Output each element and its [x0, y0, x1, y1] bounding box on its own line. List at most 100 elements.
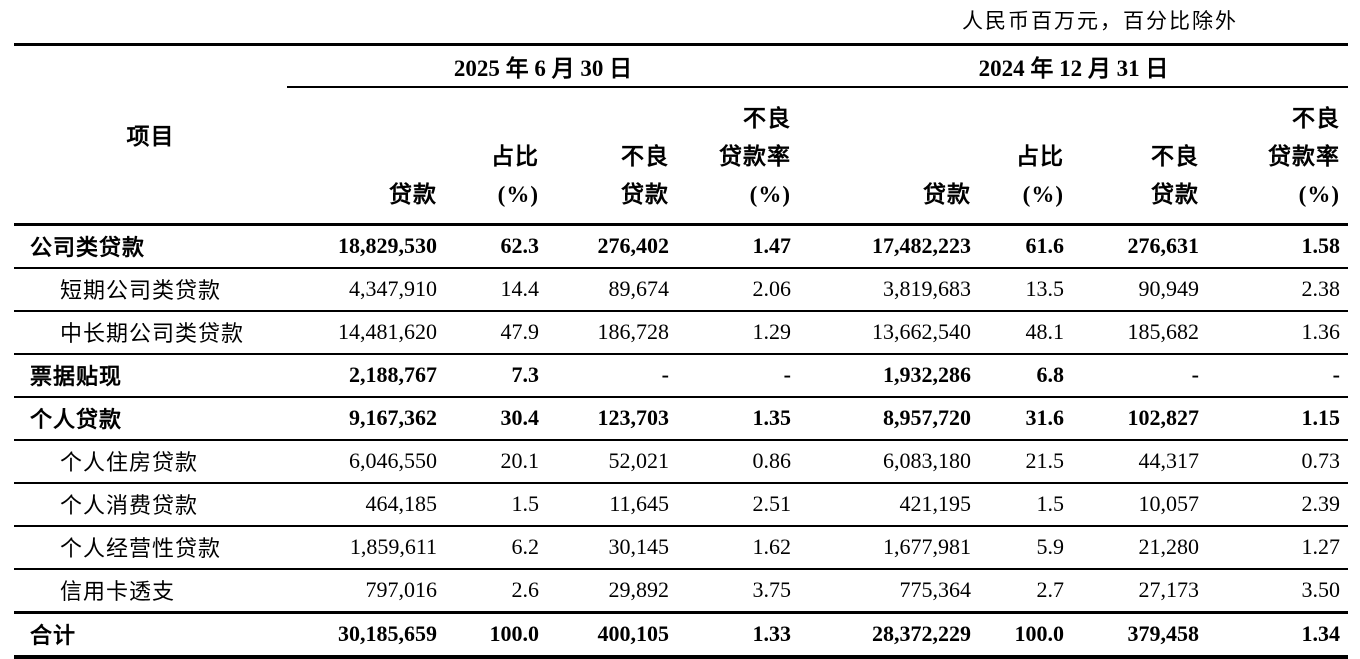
column-header-loans-2024: 贷款 — [799, 86, 979, 226]
column-group-2024-12-31: 2024 年 12 月 31 日 — [799, 44, 1348, 88]
column-header-label: 贷款 — [1151, 181, 1199, 207]
cell: 1.34 — [1207, 610, 1348, 657]
cell: 1.33 — [677, 610, 799, 657]
row-label: 票据贴现 — [14, 352, 287, 397]
loan-quality-table: 项目 2025 年 6 月 30 日 2024 年 12 月 31 日 贷款 占… — [14, 43, 1348, 659]
table-row-total: 合计 30,185,659 100.0 400,105 1.33 28,372,… — [14, 610, 1348, 657]
row-label: 个人经营性贷款 — [14, 524, 287, 569]
cell: 9,167,362 — [287, 395, 445, 440]
cell: 52,021 — [547, 438, 677, 483]
cell: 6,083,180 — [799, 438, 979, 483]
cell: 186,728 — [547, 309, 677, 354]
cell: 123,703 — [547, 395, 677, 440]
cell: 2.06 — [677, 266, 799, 311]
cell: 276,631 — [1127, 233, 1200, 258]
cell: 1.15 — [1207, 395, 1348, 440]
cell: 11,645 — [547, 481, 677, 526]
column-header-label: (%) — [749, 181, 791, 207]
cell: - — [1072, 352, 1207, 397]
cell: 1.29 — [677, 309, 799, 354]
cell: 3.75 — [677, 567, 799, 612]
table-row: 信用卡透支 797,016 2.6 29,892 3.75 775,364 2.… — [14, 567, 1348, 612]
table-row: 短期公司类贷款 4,347,910 14.4 89,674 2.06 3,819… — [14, 266, 1348, 311]
table-row: 中长期公司类贷款 14,481,620 47.9 186,728 1.29 13… — [14, 309, 1348, 354]
column-header-label: (%) — [497, 181, 539, 207]
cell: 1.5 — [445, 481, 547, 526]
column-header-row: 贷款 占比 (%) 不良 贷款 不良 贷款率 (%) 贷款 — [14, 86, 1348, 226]
cell: 5.9 — [979, 524, 1072, 569]
cell: 276,402 — [597, 233, 670, 258]
column-header-label: 不良 — [1151, 143, 1199, 169]
cell: 7.3 — [445, 352, 547, 397]
cell: 1,677,981 — [799, 524, 979, 569]
cell: 1.5 — [979, 481, 1072, 526]
cell: 1.58 — [1301, 233, 1341, 258]
cell: 100.0 — [979, 610, 1072, 657]
cell: 1.35 — [677, 395, 799, 440]
column-header-npl-2024: 不良 贷款 — [1072, 86, 1207, 226]
cell: 0.73 — [1207, 438, 1348, 483]
cell: 47.9 — [445, 309, 547, 354]
cell: 17,482,223 — [872, 233, 971, 258]
table-row: 个人住房贷款 6,046,550 20.1 52,021 0.86 6,083,… — [14, 438, 1348, 483]
cell: 30,185,659 — [287, 610, 445, 657]
cell: 21.5 — [979, 438, 1072, 483]
cell: 13,662,540 — [799, 309, 979, 354]
cell: 31.6 — [979, 395, 1072, 440]
cell: 27,173 — [1072, 567, 1207, 612]
column-header-label: 贷款 — [389, 181, 437, 207]
cell: 21,280 — [1072, 524, 1207, 569]
column-group-2025-06-30: 2025 年 6 月 30 日 — [287, 44, 799, 88]
cell: 29,892 — [547, 567, 677, 612]
cell: 1.27 — [1207, 524, 1348, 569]
cell: 90,949 — [1072, 266, 1207, 311]
cell: 13.5 — [979, 266, 1072, 311]
column-header-share-2025: 占比 (%) — [445, 86, 547, 226]
cell: - — [677, 352, 799, 397]
cell: 3,819,683 — [799, 266, 979, 311]
column-header-label: 不良 — [743, 105, 791, 131]
cell: 14,481,620 — [287, 309, 445, 354]
cell: 6,046,550 — [287, 438, 445, 483]
column-header-npl-ratio-2025: 不良 贷款率 (%) — [677, 86, 799, 226]
unit-note: 人民币百万元，百分比除外 — [962, 9, 1238, 33]
table-row: 公司类贷款 18,829,530 62.3 276,402 1.47 17,48… — [14, 224, 1348, 268]
column-header-label: 不良 — [1292, 105, 1340, 131]
cell: - — [547, 352, 677, 397]
group-header-row: 项目 2025 年 6 月 30 日 2024 年 12 月 31 日 — [14, 44, 1348, 226]
column-header-label: 贷款 — [923, 181, 971, 207]
table-row: 个人消费贷款 464,185 1.5 11,645 2.51 421,195 1… — [14, 481, 1348, 526]
row-label: 合计 — [14, 610, 287, 657]
cell: 20.1 — [445, 438, 547, 483]
column-header-label: 占比 — [1016, 143, 1064, 169]
cell: 10,057 — [1072, 481, 1207, 526]
row-label: 公司类贷款 — [30, 235, 146, 260]
cell: 2.39 — [1207, 481, 1348, 526]
cell: 28,372,229 — [799, 610, 979, 657]
cell: 2.38 — [1207, 266, 1348, 311]
table-row: 票据贴现 2,188,767 7.3 - - 1,932,286 6.8 - - — [14, 352, 1348, 397]
cell: 30,145 — [547, 524, 677, 569]
column-header-label: 贷款 — [621, 181, 669, 207]
cell: 6.2 — [445, 524, 547, 569]
cell: 379,458 — [1072, 610, 1207, 657]
cell: 100.0 — [445, 610, 547, 657]
cell: 61.6 — [1025, 233, 1065, 258]
column-header-label: 贷款率 — [1268, 143, 1340, 169]
row-label: 中长期公司类贷款 — [14, 309, 287, 354]
cell: - — [1207, 352, 1348, 397]
row-label: 信用卡透支 — [14, 567, 287, 612]
column-header-label: (%) — [1298, 181, 1340, 207]
cell: 1,932,286 — [799, 352, 979, 397]
cell: 2.51 — [677, 481, 799, 526]
row-label: 短期公司类贷款 — [14, 266, 287, 311]
cell: 8,957,720 — [799, 395, 979, 440]
cell: 2.7 — [979, 567, 1072, 612]
row-label: 个人消费贷款 — [14, 481, 287, 526]
column-header-npl-2025: 不良 贷款 — [547, 86, 677, 226]
cell: 400,105 — [547, 610, 677, 657]
column-header-share-2024: 占比 (%) — [979, 86, 1072, 226]
cell: 421,195 — [799, 481, 979, 526]
cell: 30.4 — [445, 395, 547, 440]
